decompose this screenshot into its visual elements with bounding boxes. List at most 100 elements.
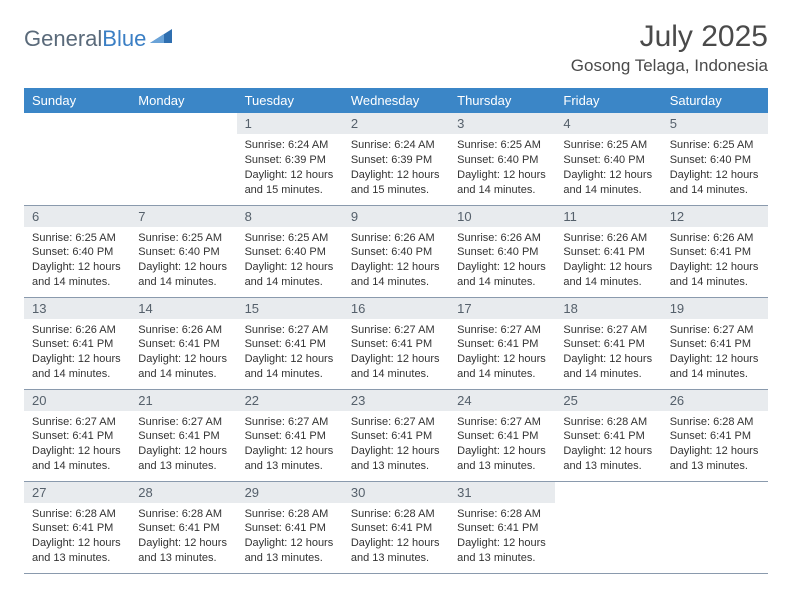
calendar-cell: 10Sunrise: 6:26 AMSunset: 6:40 PMDayligh…	[449, 205, 555, 297]
calendar-cell: 4Sunrise: 6:25 AMSunset: 6:40 PMDaylight…	[555, 113, 661, 205]
day-number: 3	[449, 113, 555, 134]
title-block: July 2025 Gosong Telaga, Indonesia	[571, 20, 768, 76]
daylight-text: Daylight: 12 hours and 14 minutes.	[457, 168, 547, 198]
sunset-text: Sunset: 6:40 PM	[245, 245, 335, 260]
logo-part1: General	[24, 26, 102, 51]
day-number: 19	[662, 298, 768, 319]
day-number: 29	[237, 482, 343, 503]
calendar-cell: 29Sunrise: 6:28 AMSunset: 6:41 PMDayligh…	[237, 481, 343, 573]
day-number: 4	[555, 113, 661, 134]
day-details: Sunrise: 6:27 AMSunset: 6:41 PMDaylight:…	[662, 319, 768, 388]
calendar-cell: 13Sunrise: 6:26 AMSunset: 6:41 PMDayligh…	[24, 297, 130, 389]
day-number: 30	[343, 482, 449, 503]
day-details: Sunrise: 6:28 AMSunset: 6:41 PMDaylight:…	[662, 411, 768, 480]
day-number: 28	[130, 482, 236, 503]
sunrise-text: Sunrise: 6:26 AM	[351, 231, 441, 246]
sunrise-text: Sunrise: 6:26 AM	[457, 231, 547, 246]
sunset-text: Sunset: 6:41 PM	[457, 337, 547, 352]
daylight-text: Daylight: 12 hours and 14 minutes.	[563, 260, 653, 290]
daylight-text: Daylight: 12 hours and 14 minutes.	[351, 260, 441, 290]
sunrise-text: Sunrise: 6:25 AM	[457, 138, 547, 153]
sunrise-text: Sunrise: 6:24 AM	[351, 138, 441, 153]
sunrise-text: Sunrise: 6:27 AM	[351, 415, 441, 430]
sunrise-text: Sunrise: 6:28 AM	[245, 507, 335, 522]
sunrise-text: Sunrise: 6:25 AM	[245, 231, 335, 246]
calendar-cell: 17Sunrise: 6:27 AMSunset: 6:41 PMDayligh…	[449, 297, 555, 389]
calendar-cell: 26Sunrise: 6:28 AMSunset: 6:41 PMDayligh…	[662, 389, 768, 481]
day-details: Sunrise: 6:28 AMSunset: 6:41 PMDaylight:…	[24, 503, 130, 572]
sunset-text: Sunset: 6:41 PM	[138, 429, 228, 444]
location: Gosong Telaga, Indonesia	[571, 56, 768, 76]
day-details: Sunrise: 6:27 AMSunset: 6:41 PMDaylight:…	[237, 411, 343, 480]
daylight-text: Daylight: 12 hours and 14 minutes.	[457, 352, 547, 382]
day-number: 10	[449, 206, 555, 227]
daylight-text: Daylight: 12 hours and 14 minutes.	[670, 168, 760, 198]
day-number: 14	[130, 298, 236, 319]
sunrise-text: Sunrise: 6:26 AM	[563, 231, 653, 246]
calendar-week: 1Sunrise: 6:24 AMSunset: 6:39 PMDaylight…	[24, 113, 768, 205]
calendar-cell: 7Sunrise: 6:25 AMSunset: 6:40 PMDaylight…	[130, 205, 236, 297]
day-details: Sunrise: 6:27 AMSunset: 6:41 PMDaylight:…	[24, 411, 130, 480]
sunrise-text: Sunrise: 6:28 AM	[32, 507, 122, 522]
calendar-cell	[662, 481, 768, 573]
day-details: Sunrise: 6:27 AMSunset: 6:41 PMDaylight:…	[343, 411, 449, 480]
weekday-header: Friday	[555, 88, 661, 113]
sunrise-text: Sunrise: 6:25 AM	[138, 231, 228, 246]
calendar-cell: 24Sunrise: 6:27 AMSunset: 6:41 PMDayligh…	[449, 389, 555, 481]
sunset-text: Sunset: 6:40 PM	[670, 153, 760, 168]
sunrise-text: Sunrise: 6:28 AM	[457, 507, 547, 522]
sunset-text: Sunset: 6:41 PM	[563, 337, 653, 352]
day-number: 2	[343, 113, 449, 134]
daylight-text: Daylight: 12 hours and 13 minutes.	[457, 444, 547, 474]
sunrise-text: Sunrise: 6:28 AM	[138, 507, 228, 522]
logo-text: GeneralBlue	[24, 26, 146, 52]
daylight-text: Daylight: 12 hours and 14 minutes.	[138, 352, 228, 382]
calendar-cell	[24, 113, 130, 205]
day-details: Sunrise: 6:24 AMSunset: 6:39 PMDaylight:…	[237, 134, 343, 203]
calendar-cell: 8Sunrise: 6:25 AMSunset: 6:40 PMDaylight…	[237, 205, 343, 297]
day-details: Sunrise: 6:25 AMSunset: 6:40 PMDaylight:…	[24, 227, 130, 296]
daylight-text: Daylight: 12 hours and 13 minutes.	[138, 444, 228, 474]
calendar-cell: 14Sunrise: 6:26 AMSunset: 6:41 PMDayligh…	[130, 297, 236, 389]
calendar-cell: 28Sunrise: 6:28 AMSunset: 6:41 PMDayligh…	[130, 481, 236, 573]
sunset-text: Sunset: 6:41 PM	[457, 429, 547, 444]
header: GeneralBlue July 2025 Gosong Telaga, Ind…	[24, 20, 768, 76]
sunrise-text: Sunrise: 6:26 AM	[138, 323, 228, 338]
day-details: Sunrise: 6:25 AMSunset: 6:40 PMDaylight:…	[237, 227, 343, 296]
sunrise-text: Sunrise: 6:24 AM	[245, 138, 335, 153]
day-number: 16	[343, 298, 449, 319]
daylight-text: Daylight: 12 hours and 14 minutes.	[245, 260, 335, 290]
daylight-text: Daylight: 12 hours and 14 minutes.	[32, 260, 122, 290]
day-number: 21	[130, 390, 236, 411]
calendar-cell: 15Sunrise: 6:27 AMSunset: 6:41 PMDayligh…	[237, 297, 343, 389]
calendar-cell	[130, 113, 236, 205]
day-number: 25	[555, 390, 661, 411]
sunrise-text: Sunrise: 6:26 AM	[32, 323, 122, 338]
daylight-text: Daylight: 12 hours and 14 minutes.	[32, 352, 122, 382]
sunrise-text: Sunrise: 6:27 AM	[138, 415, 228, 430]
sunset-text: Sunset: 6:41 PM	[245, 337, 335, 352]
calendar-cell: 30Sunrise: 6:28 AMSunset: 6:41 PMDayligh…	[343, 481, 449, 573]
calendar-cell: 2Sunrise: 6:24 AMSunset: 6:39 PMDaylight…	[343, 113, 449, 205]
day-number: 18	[555, 298, 661, 319]
day-number: 11	[555, 206, 661, 227]
sunrise-text: Sunrise: 6:27 AM	[351, 323, 441, 338]
day-details: Sunrise: 6:28 AMSunset: 6:41 PMDaylight:…	[237, 503, 343, 572]
daylight-text: Daylight: 12 hours and 14 minutes.	[670, 260, 760, 290]
calendar-table: Sunday Monday Tuesday Wednesday Thursday…	[24, 88, 768, 574]
daylight-text: Daylight: 12 hours and 14 minutes.	[351, 352, 441, 382]
sunset-text: Sunset: 6:39 PM	[245, 153, 335, 168]
calendar-cell: 25Sunrise: 6:28 AMSunset: 6:41 PMDayligh…	[555, 389, 661, 481]
calendar-cell: 20Sunrise: 6:27 AMSunset: 6:41 PMDayligh…	[24, 389, 130, 481]
sunrise-text: Sunrise: 6:27 AM	[457, 415, 547, 430]
day-number: 7	[130, 206, 236, 227]
day-details: Sunrise: 6:25 AMSunset: 6:40 PMDaylight:…	[449, 134, 555, 203]
sunrise-text: Sunrise: 6:27 AM	[245, 323, 335, 338]
daylight-text: Daylight: 12 hours and 13 minutes.	[138, 536, 228, 566]
day-details: Sunrise: 6:26 AMSunset: 6:41 PMDaylight:…	[662, 227, 768, 296]
sunset-text: Sunset: 6:41 PM	[32, 337, 122, 352]
daylight-text: Daylight: 12 hours and 15 minutes.	[245, 168, 335, 198]
sunrise-text: Sunrise: 6:28 AM	[670, 415, 760, 430]
calendar-cell: 6Sunrise: 6:25 AMSunset: 6:40 PMDaylight…	[24, 205, 130, 297]
sunset-text: Sunset: 6:41 PM	[670, 245, 760, 260]
